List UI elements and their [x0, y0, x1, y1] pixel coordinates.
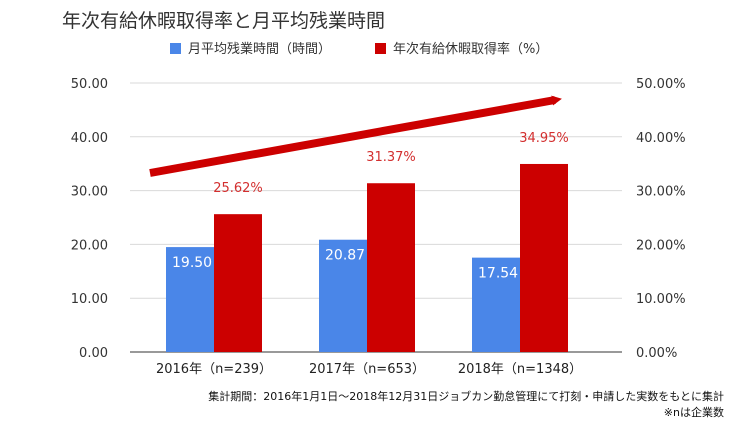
y-tick-right: 10.00% — [636, 292, 686, 307]
y-tick-right: 0.00% — [636, 346, 677, 361]
y-tick-right: 20.00% — [636, 238, 686, 253]
footnote-period: 集計期間：2016年1月1日～2018年12月31日ジョブカン勤怠管理にて打刻・… — [208, 390, 724, 403]
y-tick-right: 50.00% — [636, 77, 686, 92]
bar-leave-rate-label: 25.62% — [213, 181, 263, 196]
bar-leave-rate — [520, 163, 568, 352]
bar-leave-rate — [214, 214, 262, 352]
chart-title: 年次有給休暇取得率と月平均残業時間 — [62, 10, 385, 32]
x-tick-label: 2018年（n=1348） — [458, 362, 582, 377]
legend: 月平均残業時間（時間） 年次有給休暇取得率（%） — [170, 41, 548, 57]
bar-overtime — [166, 247, 214, 352]
legend-label-overtime: 月平均残業時間（時間） — [188, 41, 331, 57]
footnote-n-note: ※nは企業数 — [663, 406, 724, 419]
bar-leave-rate — [367, 183, 415, 352]
y-axis-right: 0.00% 10.00% 20.00% 30.00% 40.00% 50.00% — [636, 77, 686, 361]
bars: 19.50 25.62% 20.87 31.37% 17.54 34.95% — [166, 131, 569, 352]
bar-leave-rate-label: 34.95% — [519, 131, 569, 146]
bar-overtime — [319, 239, 367, 352]
legend-swatch-overtime — [170, 43, 181, 54]
bar-overtime-label: 17.54 — [478, 266, 518, 282]
y-axis-left: 0.00 10.00 20.00 30.00 40.00 50.00 — [71, 77, 108, 361]
y-tick-left: 0.00 — [79, 346, 108, 361]
y-tick-left: 30.00 — [71, 185, 108, 200]
y-tick-left: 20.00 — [71, 238, 108, 253]
x-tick-label: 2016年（n=239） — [156, 362, 272, 377]
x-tick-label: 2017年（n=653） — [309, 362, 425, 377]
x-axis-labels: 2016年（n=239） 2017年（n=653） 2018年（n=1348） — [156, 362, 582, 377]
y-tick-left: 50.00 — [71, 77, 108, 92]
legend-label-leave-rate: 年次有給休暇取得率（%） — [393, 41, 548, 57]
bar-overtime-label: 20.87 — [325, 248, 365, 264]
y-tick-left: 40.00 — [71, 131, 108, 146]
bar-leave-rate-label: 31.37% — [366, 150, 416, 165]
y-tick-right: 40.00% — [636, 131, 686, 146]
y-tick-right: 30.00% — [636, 185, 686, 200]
legend-swatch-leave-rate — [375, 43, 386, 54]
bar-overtime-label: 19.50 — [172, 255, 212, 271]
y-tick-left: 10.00 — [71, 292, 108, 307]
trend-arrow — [149, 95, 562, 177]
bar-overtime — [472, 257, 520, 352]
